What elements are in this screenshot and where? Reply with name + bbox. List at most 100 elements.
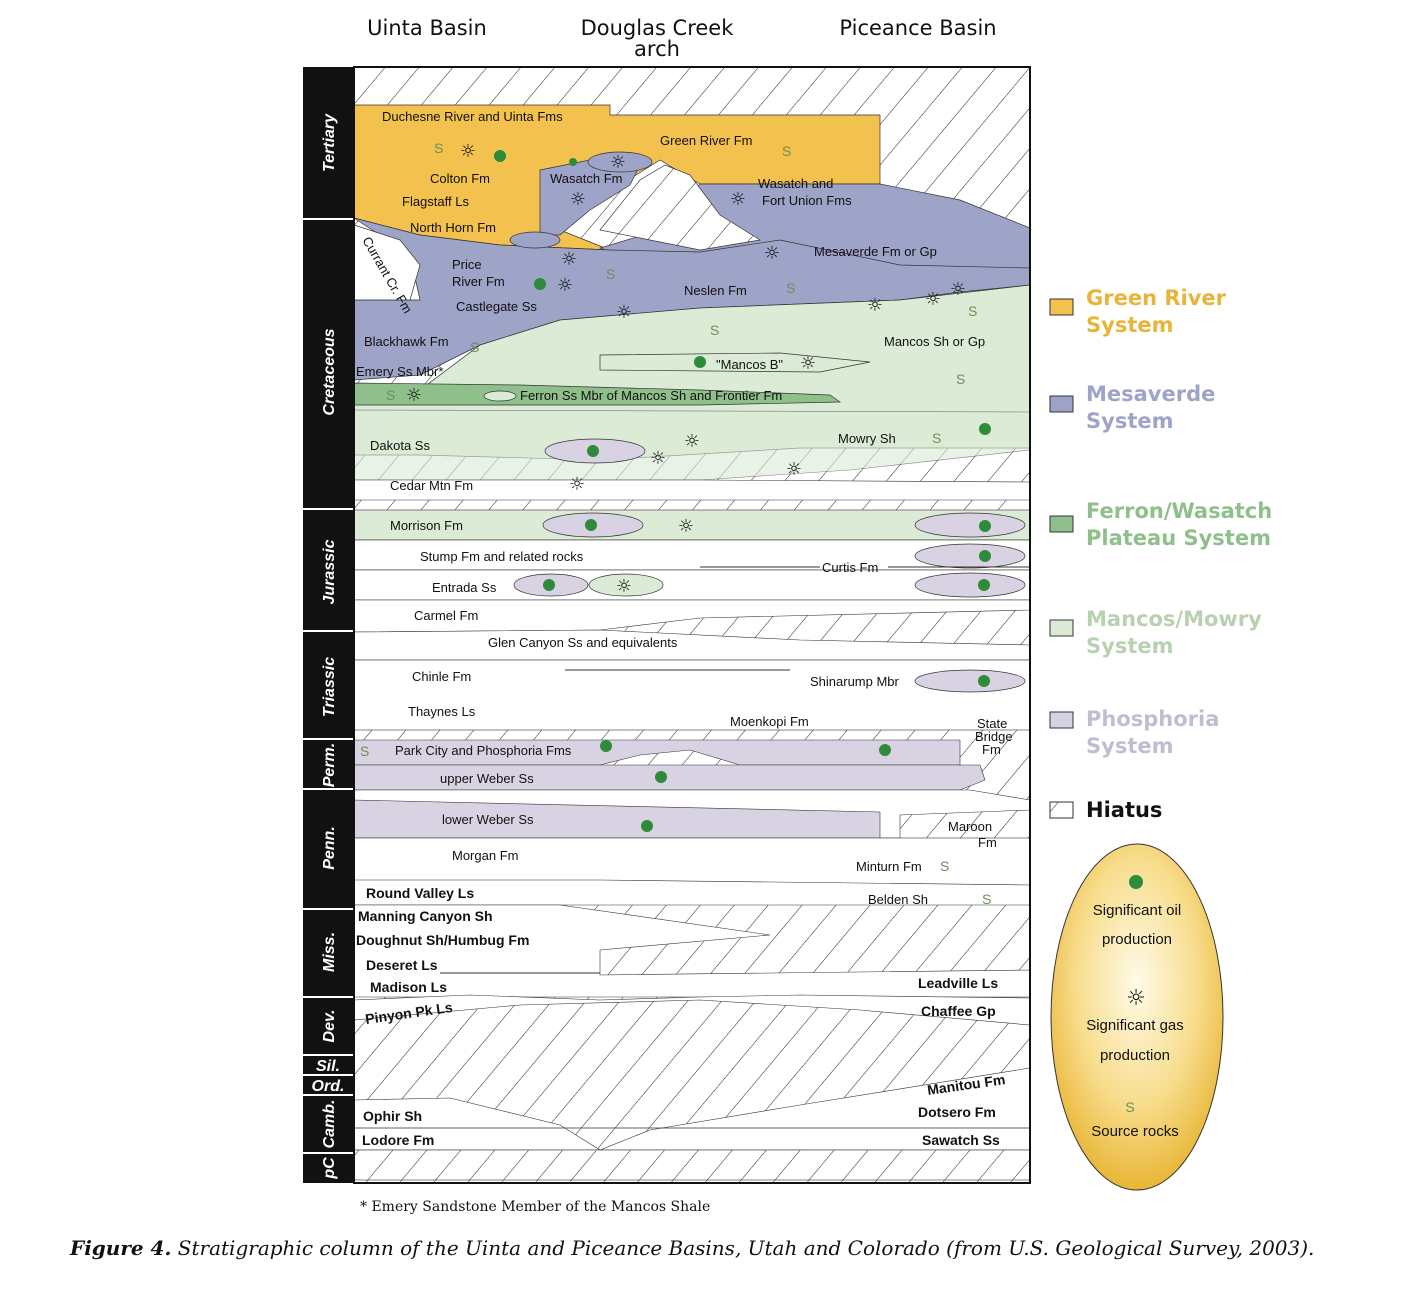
precambrian-area [354, 1150, 1030, 1180]
unit-carmel: Carmel Fm [414, 608, 478, 623]
unit-minturn: Minturn Fm [856, 859, 922, 874]
key-gas-2: production [1100, 1047, 1170, 1064]
svg-text:☼: ☼ [925, 289, 941, 310]
unit-chinle: Chinle Fm [412, 669, 471, 684]
unit-mowry: Mowry Sh [838, 431, 896, 446]
svg-text:☼: ☼ [557, 275, 573, 296]
unit-park-city: Park City and Phosphoria Fms [395, 743, 572, 758]
period-cretaceous: Cretaceous [321, 328, 338, 415]
period-cambrian: Camb. [321, 1100, 338, 1149]
unit-north-horn: North Horn Fm [410, 220, 496, 235]
unit-deseret: Deseret Ls [366, 957, 438, 973]
svg-text:☼: ☼ [650, 448, 666, 469]
legend-phosphoria-2: System [1086, 734, 1173, 758]
svg-text:☼: ☼ [950, 279, 966, 300]
legend-swatch-ferron [1050, 516, 1073, 532]
svg-text:☼: ☼ [569, 474, 585, 495]
svg-text:S: S [982, 891, 991, 907]
unit-wasatch-fort-1: Wasatch and [758, 176, 833, 191]
svg-text:S: S [360, 743, 369, 759]
legend-mesaverde-1: Mesaverde [1086, 382, 1215, 406]
unit-castlegate: Castlegate Ss [456, 299, 537, 314]
svg-text:S: S [434, 140, 443, 156]
legend-mancos-1: Mancos/Mowry [1086, 607, 1262, 631]
unit-leadville: Leadville Ls [918, 975, 998, 991]
period-triassic: Triassic [321, 657, 338, 717]
unit-cedar: Cedar Mtn Fm [390, 478, 473, 493]
unit-mesaverde: Mesaverde Fm or Gp [814, 244, 937, 259]
svg-text:S: S [606, 266, 615, 282]
legend-swatch-mancos [1050, 620, 1073, 636]
period-devonian: Dev. [321, 1010, 338, 1043]
legend-green-river-1: Green River [1086, 286, 1227, 310]
period-precambrian: pC [321, 1157, 338, 1180]
unit-blackhawk: Blackhawk Fm [364, 334, 449, 349]
legend-ferron-2: Plateau System [1086, 526, 1271, 550]
period-pennsylvanian: Penn. [321, 826, 338, 870]
morrison-lens-east [915, 513, 1025, 537]
unit-madison: Madison Ls [370, 979, 447, 995]
legend-mesaverde-2: System [1086, 409, 1173, 433]
legend-swatch-hiatus [1050, 802, 1073, 818]
unit-glen: Glen Canyon Ss and equivalents [488, 635, 678, 650]
unit-moenkopi: Moenkopi Fm [730, 714, 809, 729]
unit-dakota: Dakota Ss [370, 438, 430, 453]
svg-text:☼: ☼ [460, 141, 476, 162]
symbol-key: Significant oil production ☼ Significant… [1051, 844, 1223, 1190]
svg-text:☼: ☼ [678, 516, 694, 537]
period-mississippian: Miss. [321, 932, 338, 972]
period-ordovician: Ord. [312, 1078, 345, 1095]
svg-text:☼: ☼ [764, 243, 780, 264]
svg-text:☼: ☼ [616, 302, 632, 323]
unit-shinarump: Shinarump Mbr [810, 674, 900, 689]
unit-morgan: Morgan Fm [452, 848, 518, 863]
footnote: * Emery Sandstone Member of the Mancos S… [360, 1199, 710, 1215]
unit-flagstaff: Flagstaff Ls [402, 194, 469, 209]
curtis-lens-east [915, 544, 1025, 568]
svg-text:S: S [940, 858, 949, 874]
unit-maroon-2: Fm [978, 835, 997, 850]
svg-text:S: S [470, 339, 479, 355]
unit-round-valley: Round Valley Ls [366, 885, 474, 901]
header-douglas-creek-arch: arch [634, 37, 680, 61]
svg-text:☼: ☼ [570, 189, 586, 210]
svg-text:☼: ☼ [406, 385, 422, 406]
svg-text:S: S [956, 371, 965, 387]
unit-upper-weber: upper Weber Ss [440, 771, 534, 786]
key-gas-1: Significant gas [1086, 1017, 1184, 1034]
unit-curtis: Curtis Fm [822, 560, 878, 575]
svg-text:☼: ☼ [730, 189, 746, 210]
caption-label: Figure 4. [70, 1236, 171, 1260]
unit-wasatch-fort-2: Fort Union Fms [762, 193, 852, 208]
unit-belden: Belden Sh [868, 892, 928, 907]
unit-colton: Colton Fm [430, 171, 490, 186]
unit-lodore: Lodore Fm [362, 1132, 434, 1148]
unit-state-3: Fm [982, 742, 1001, 757]
caption-text: Stratigraphic column of the Uinta and Pi… [171, 1236, 1314, 1260]
key-source: Source rocks [1091, 1123, 1179, 1140]
unit-emery: Emery Ss Mbr* [356, 364, 443, 379]
unit-entrada: Entrada Ss [432, 580, 497, 595]
unit-green-river: Green River Fm [660, 133, 752, 148]
unit-neslen: Neslen Fm [684, 283, 747, 298]
unit-chaffee: Chaffee Gp [921, 1003, 996, 1019]
unit-price-1: Price [452, 257, 482, 272]
legend-swatch-green-river [1050, 299, 1073, 315]
unit-sawatch: Sawatch Ss [922, 1132, 1000, 1148]
key-oil-icon [1129, 875, 1143, 889]
unit-manning: Manning Canyon Sh [358, 908, 493, 924]
svg-text:S: S [968, 303, 977, 319]
legend-swatch-phosphoria [1050, 712, 1073, 728]
unit-dotsero: Dotsero Fm [918, 1104, 996, 1120]
north-horn-lens [510, 232, 560, 248]
key-oil-2: production [1102, 931, 1172, 948]
svg-text:☼: ☼ [800, 353, 816, 374]
svg-text:S: S [782, 143, 791, 159]
figure-caption: Figure 4. Stratigraphic column of the Ui… [70, 1236, 1370, 1260]
unit-mancos-b: "Mancos B" [716, 357, 783, 372]
unit-morrison: Morrison Fm [390, 518, 463, 533]
svg-text:S: S [386, 387, 395, 403]
svg-text:S: S [786, 280, 795, 296]
legend-hiatus: Hiatus [1086, 798, 1162, 822]
period-jurassic: Jurassic [321, 539, 338, 604]
